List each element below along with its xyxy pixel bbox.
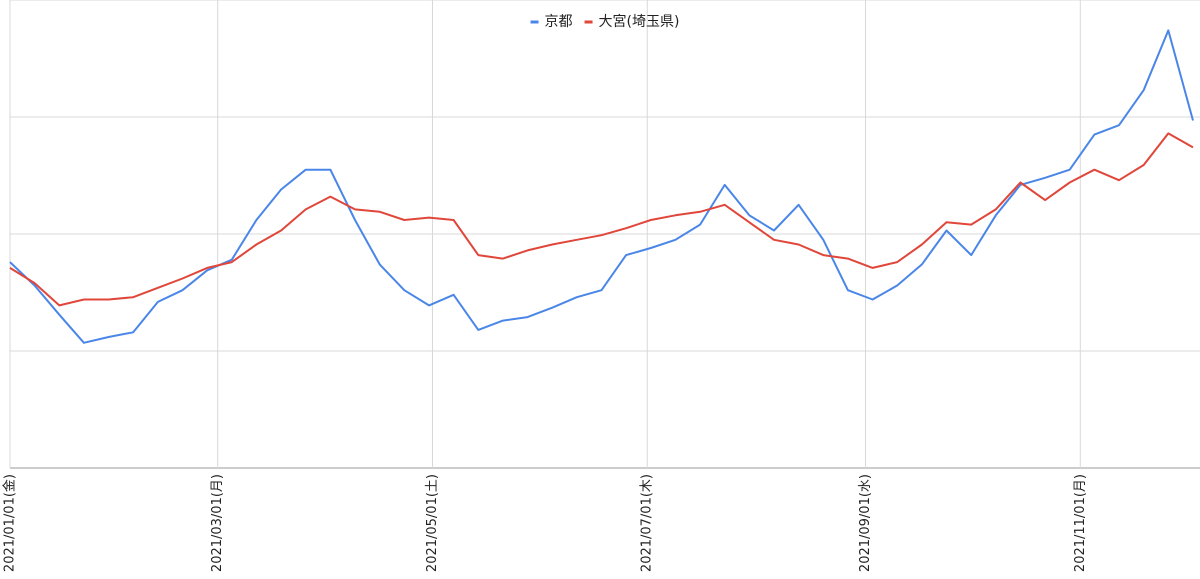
legend: 京都 大宮(埼玉県) <box>530 14 680 30</box>
legend-label: 京都 <box>545 14 573 30</box>
x-tick-label: 2021/09/01(水) <box>858 474 873 572</box>
x-tick-label: 2021/01/01(金) <box>2 474 18 572</box>
x-tick-label: 2021/03/01(月) <box>210 474 225 572</box>
series-line <box>9 132 1194 307</box>
x-tick-label: 2021/07/01(木) <box>640 474 655 572</box>
legend-label: 大宮(埼玉県) <box>599 14 680 30</box>
series-line <box>9 29 1194 344</box>
x-tick-label: 2021/05/01(土) <box>425 474 440 572</box>
x-tick-label: 2021/11/01(月) <box>1073 474 1088 572</box>
